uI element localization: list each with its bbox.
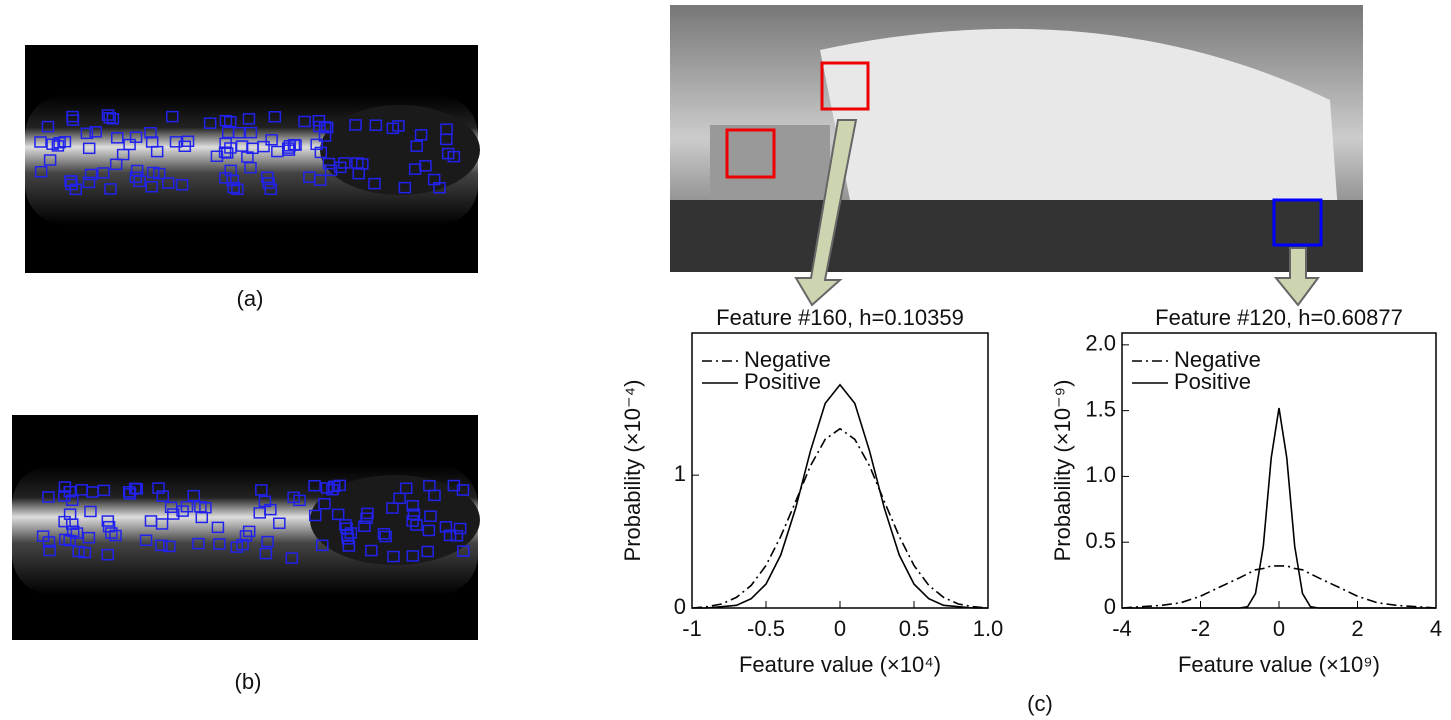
plot-frame <box>1122 333 1436 608</box>
legend-label: Positive <box>1174 369 1251 394</box>
x-tick-label: 0 <box>1273 616 1285 641</box>
x-tick-label: -4 <box>1112 616 1132 641</box>
panel-label: (c) <box>1027 691 1053 716</box>
x-tick-label: -1 <box>682 616 702 641</box>
x-tick-label: -2 <box>1191 616 1211 641</box>
y-tick-label: 2.0 <box>1085 331 1116 356</box>
plot-frame <box>692 333 988 608</box>
line-series <box>1122 408 1436 608</box>
x-axis-label: Feature value (×10⁹) <box>1178 652 1380 677</box>
panel-label: (a) <box>237 286 264 311</box>
panorama-a <box>25 45 480 273</box>
x-axis-label: Feature value (×10⁴) <box>739 652 941 677</box>
y-axis-label: Probability (×10⁻⁴) <box>620 380 645 562</box>
figure: (a) (b) (c) Feature #160, h=0.10359 Featu… <box>0 0 1451 720</box>
y-tick-label: 0 <box>1104 594 1116 619</box>
y-tick-label: 1.5 <box>1085 396 1116 421</box>
x-tick-label: 1.0 <box>973 616 1004 641</box>
x-tick-label: -0.5 <box>747 616 785 641</box>
x-tick-label: 2 <box>1351 616 1363 641</box>
legend-label: Positive <box>744 369 821 394</box>
panorama-b <box>12 415 480 640</box>
y-tick-label: 1 <box>674 461 686 486</box>
y-tick-label: 0 <box>674 594 686 619</box>
x-tick-label: 0.5 <box>899 616 930 641</box>
y-tick-label: 1.0 <box>1085 462 1116 487</box>
panel-label: (b) <box>235 669 262 694</box>
chart-title: Feature #120, h=0.60877 <box>1155 305 1403 330</box>
y-axis-label: Probability (×10⁻⁹) <box>1050 380 1075 562</box>
line-series <box>692 429 988 608</box>
page: (a) (b) (c) Feature #160, h=0.10359 Featu… <box>0 0 1451 720</box>
x-tick-label: 0 <box>834 616 846 641</box>
chart-title: Feature #160, h=0.10359 <box>716 305 964 330</box>
line-series <box>692 385 988 608</box>
y-tick-label: 0.5 <box>1085 528 1116 553</box>
x-tick-label: 4 <box>1430 616 1442 641</box>
building-photo <box>670 5 1363 305</box>
